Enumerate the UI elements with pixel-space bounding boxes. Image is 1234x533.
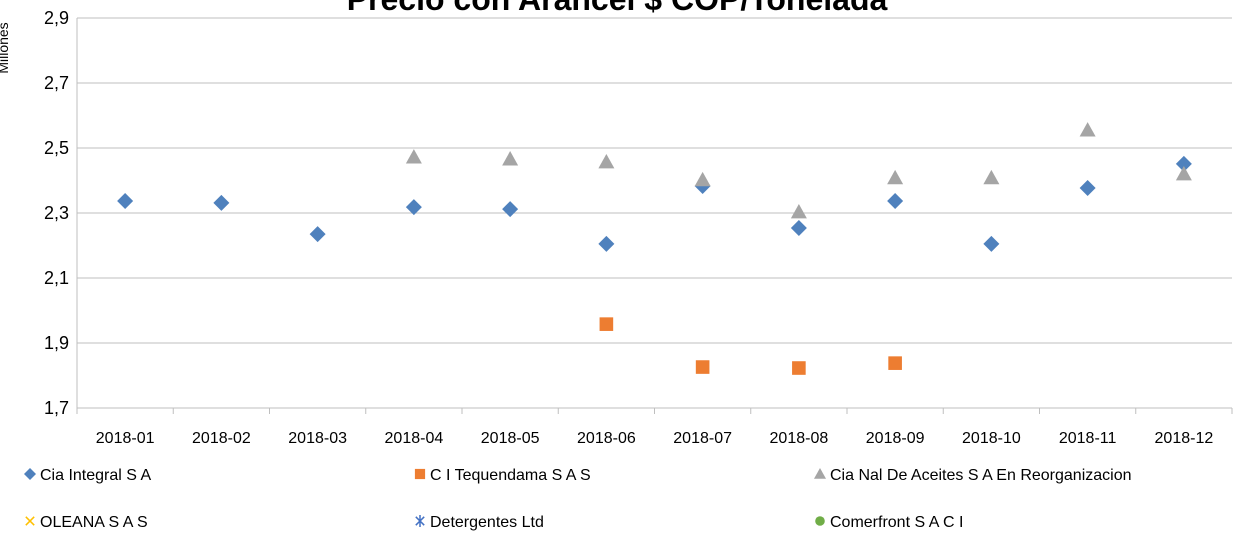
marker [790, 219, 807, 236]
y-tick-label: 1,7 [44, 398, 69, 418]
marker [814, 468, 826, 479]
marker [815, 516, 825, 526]
marker [405, 149, 422, 164]
legend-label: C I Tequendama S A S [430, 467, 591, 484]
x-tick-label: 2018-09 [866, 430, 925, 447]
marker [598, 153, 615, 169]
marker [888, 356, 902, 370]
marker [502, 151, 519, 166]
legend-label: Cia Integral S A [40, 467, 152, 484]
y-tick-label: 2,3 [44, 203, 69, 223]
legend-label: Comerfront S A C I [830, 514, 963, 531]
marker [213, 194, 230, 211]
marker [598, 235, 615, 252]
y-tick-label: 1,9 [44, 333, 69, 353]
marker [983, 169, 1000, 185]
marker [502, 201, 519, 218]
marker [599, 317, 614, 331]
x-tick-label: 2018-02 [192, 430, 251, 447]
x-tick-label: 2018-04 [385, 430, 444, 447]
marker [1079, 122, 1096, 137]
marker [1079, 179, 1096, 196]
marker [695, 360, 710, 374]
marker [405, 199, 422, 216]
marker [694, 171, 711, 187]
y-axis-label: Millones [0, 22, 11, 73]
marker [983, 235, 1000, 252]
x-tick-label: 2018-07 [673, 430, 732, 447]
x-tick-label: 2018-08 [770, 430, 829, 447]
y-tick-label: 2,5 [44, 138, 69, 158]
marker [887, 192, 904, 209]
chart-title: Precio con Arancel $ COP/Tonelada [347, 0, 888, 17]
x-tick-label: 2018-12 [1155, 430, 1214, 447]
legend-label: Detergentes Ltd [430, 514, 544, 531]
marker [790, 204, 807, 219]
y-tick-label: 2,7 [44, 73, 69, 93]
marker [25, 516, 35, 526]
x-tick-label: 2018-10 [962, 430, 1021, 447]
legend-label: Cia Nal De Aceites S A En Reorganizacion [830, 467, 1132, 484]
x-tick-label: 2018-05 [481, 430, 540, 447]
marker [1175, 155, 1192, 172]
marker [414, 468, 426, 480]
x-tick-label: 2018-06 [577, 430, 636, 447]
marker [117, 192, 134, 209]
x-tick-label: 2018-03 [288, 430, 347, 447]
marker [415, 515, 425, 527]
marker [792, 361, 806, 375]
legend-label: OLEANA S A S [40, 514, 148, 531]
marker [309, 226, 326, 243]
marker [1175, 166, 1192, 181]
marker [887, 169, 904, 185]
y-tick-label: 2,1 [44, 268, 69, 288]
x-tick-label: 2018-11 [1059, 430, 1117, 447]
x-tick-label: 2018-01 [96, 430, 155, 447]
y-tick-label: 2,9 [44, 8, 69, 28]
marker [24, 468, 36, 480]
